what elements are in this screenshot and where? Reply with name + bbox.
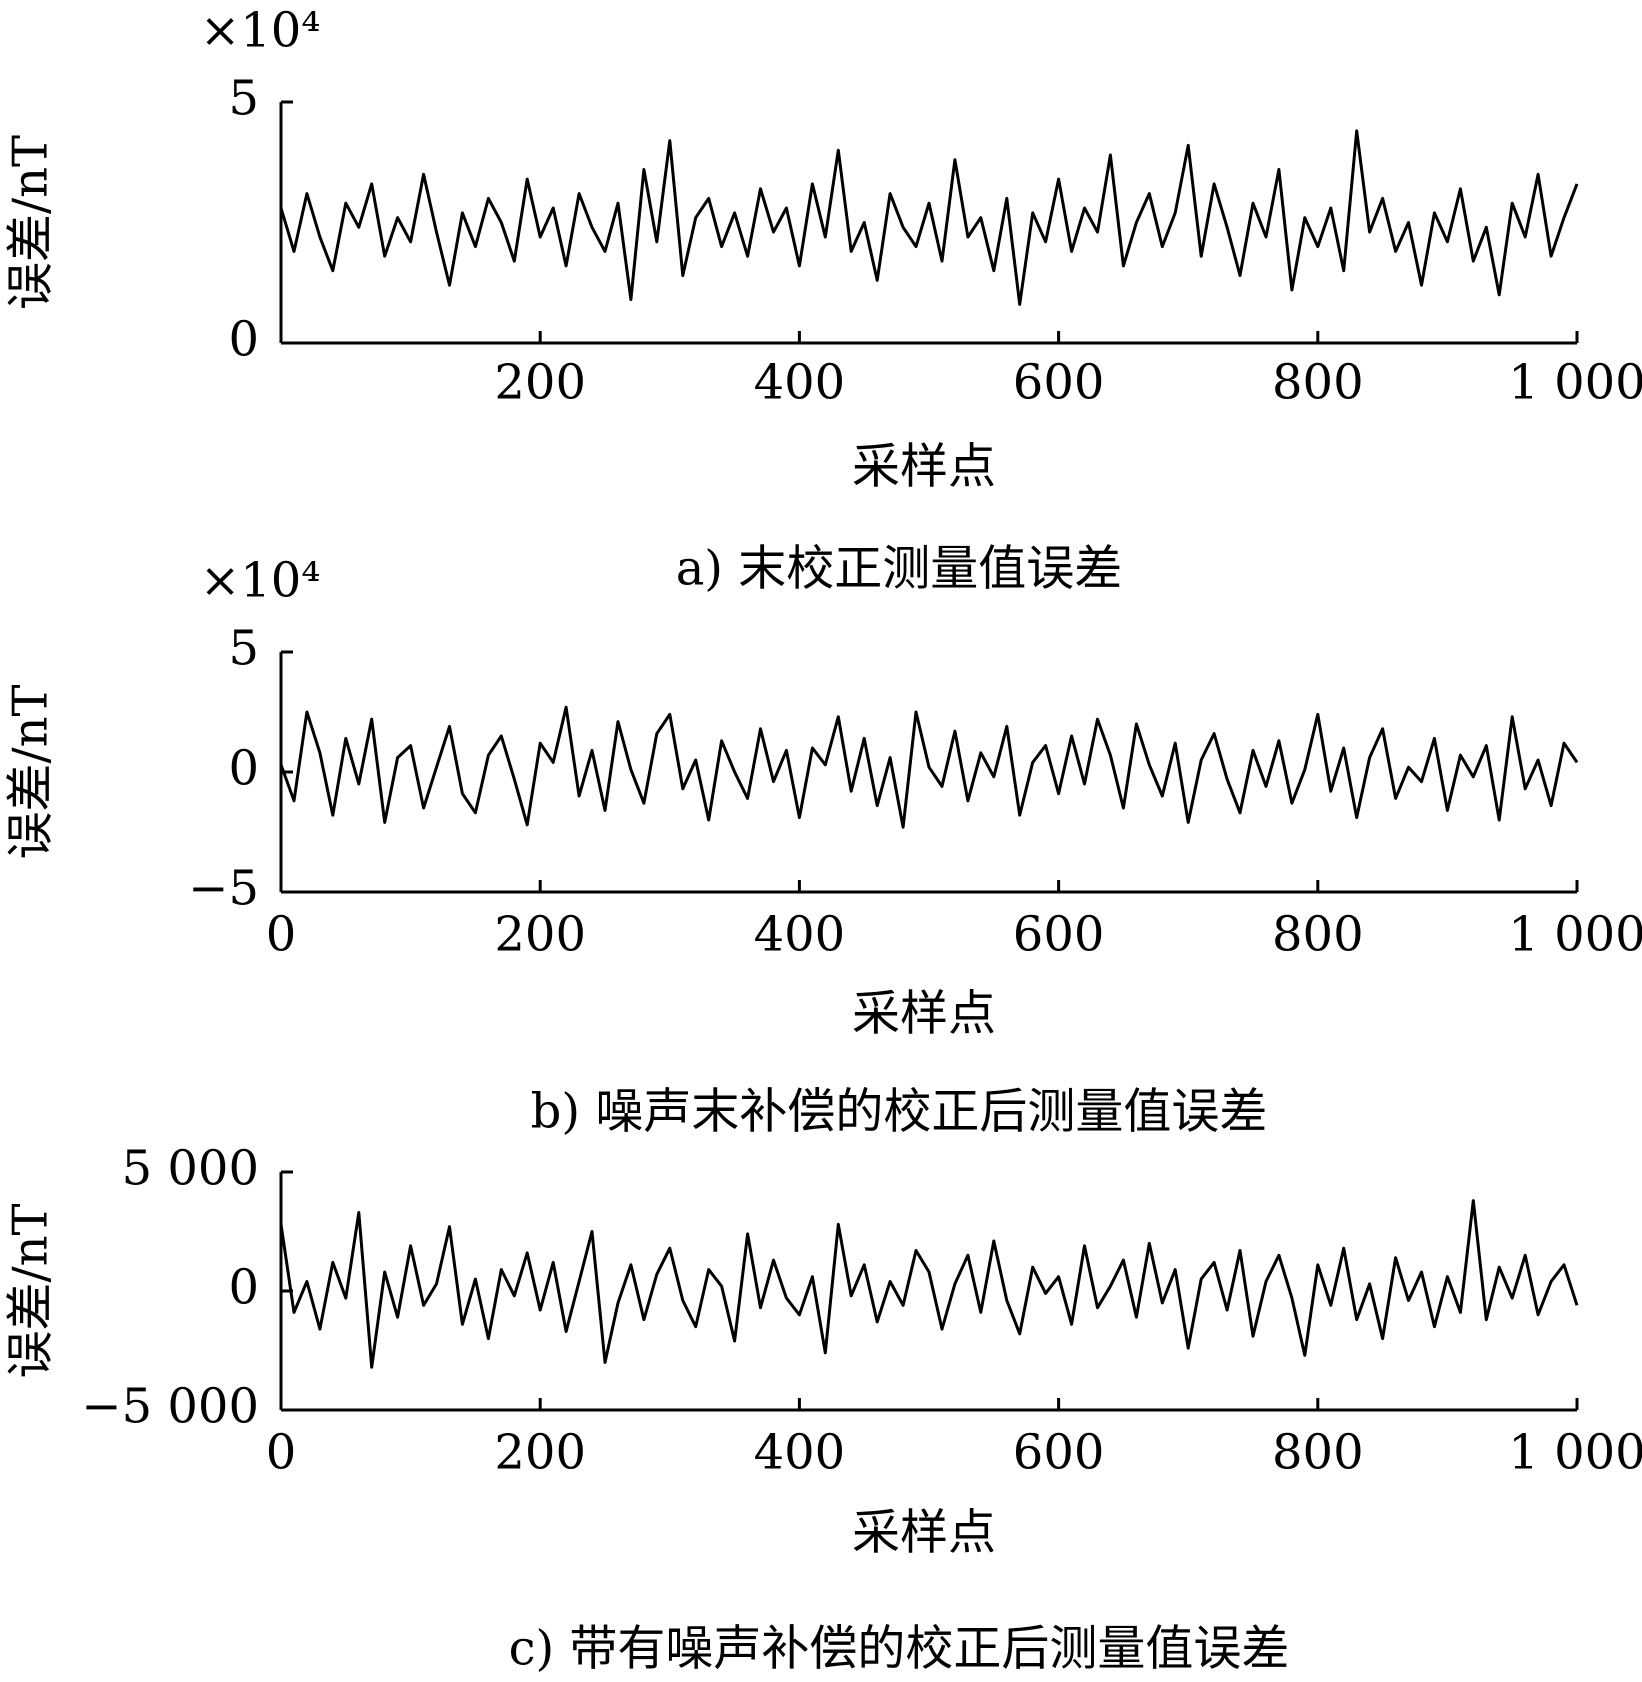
y-tick-label: 0 (228, 1260, 259, 1316)
y-tick-label: 0 (228, 312, 259, 368)
x-tick-label: 400 (754, 1425, 846, 1481)
x-axis-label: 采样点 (852, 1505, 996, 1561)
y-multiplier: ×10⁴ (200, 3, 321, 59)
x-tick-label: 200 (494, 1425, 586, 1481)
x-tick-label: 800 (1272, 1425, 1364, 1481)
x-tick-label: 0 (266, 1425, 297, 1481)
x-tick-label: 1 000 (1508, 355, 1642, 411)
caption: a) 末校正测量值误差 (676, 541, 1123, 597)
y-tick-label: 0 (228, 741, 259, 797)
x-tick-label: 800 (1272, 355, 1364, 411)
y-tick-label: 5 (228, 621, 259, 677)
x-tick-label: 0 (266, 907, 297, 963)
caption: b) 噪声末补偿的校正后测量值误差 (531, 1084, 1268, 1140)
x-tick-label: 200 (494, 355, 586, 411)
caption: c) 带有噪声补偿的校正后测量值误差 (509, 1621, 1290, 1677)
y-tick-label: −5 000 (81, 1379, 259, 1435)
y-multiplier: ×10⁴ (200, 553, 321, 609)
x-tick-label: 400 (754, 907, 846, 963)
data-line (279, 1199, 1579, 1369)
data-line (279, 705, 1579, 829)
x-tick-label: 800 (1272, 907, 1364, 963)
y-axis-label: 误差/nT (3, 1203, 59, 1378)
x-tick-label: 600 (1013, 355, 1105, 411)
x-axis-label: 采样点 (852, 986, 996, 1042)
y-axis-label: 误差/nT (3, 135, 59, 310)
y-tick-label: −5 (188, 861, 259, 917)
data-line (279, 129, 1579, 306)
y-axis-label: 误差/nT (3, 684, 59, 859)
x-tick-label: 600 (1013, 907, 1105, 963)
x-tick-label: 1 000 (1508, 1425, 1642, 1481)
subplot: 0 5 200 400 600 800 1 000 ×10⁴ 误差/nT 采样点 a) 末校正测量值… (3, 3, 1642, 597)
x-tick-label: 200 (494, 907, 586, 963)
x-tick-label: 400 (754, 355, 846, 411)
x-axis-label: 采样点 (852, 439, 996, 495)
y-tick-label: 5 000 (122, 1141, 259, 1197)
x-tick-label: 1 000 (1508, 907, 1642, 963)
x-tick-label: 600 (1013, 1425, 1105, 1481)
y-tick-label: 5 (228, 71, 259, 127)
